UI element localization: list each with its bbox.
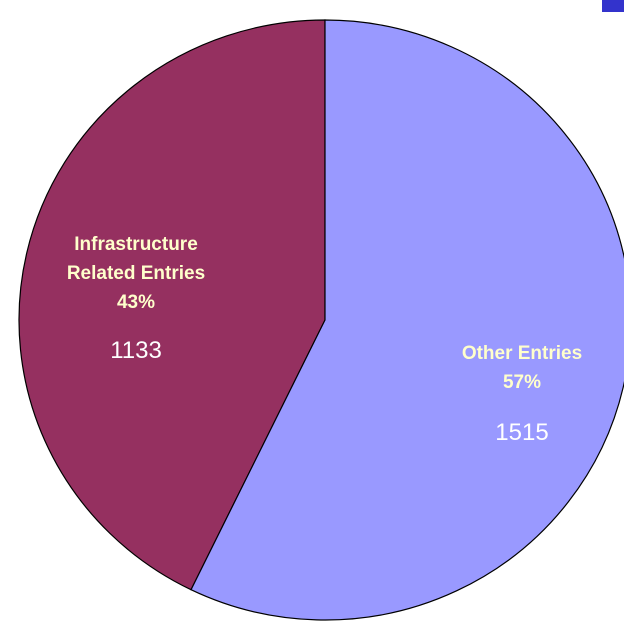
labels-layer: Infrastructure Related Entries 43% 1133 Othe…	[67, 234, 582, 446]
slice-percent-1: 57%	[503, 372, 541, 393]
slice-value-1: 1515	[495, 419, 548, 446]
slice-percent-0: 43%	[117, 292, 155, 313]
slice-label-line-1-0: Other Entries	[462, 343, 582, 364]
slice-label-line-0-1: Related Entries	[67, 263, 205, 284]
slice-other	[190, 19, 624, 621]
slice-label-line-0-0: Infrastructure	[74, 234, 198, 255]
corner-mark	[602, 0, 624, 12]
slices-layer	[18, 19, 624, 621]
slice-infrastructure	[18, 19, 326, 591]
slice-value-0: 1133	[110, 337, 162, 364]
